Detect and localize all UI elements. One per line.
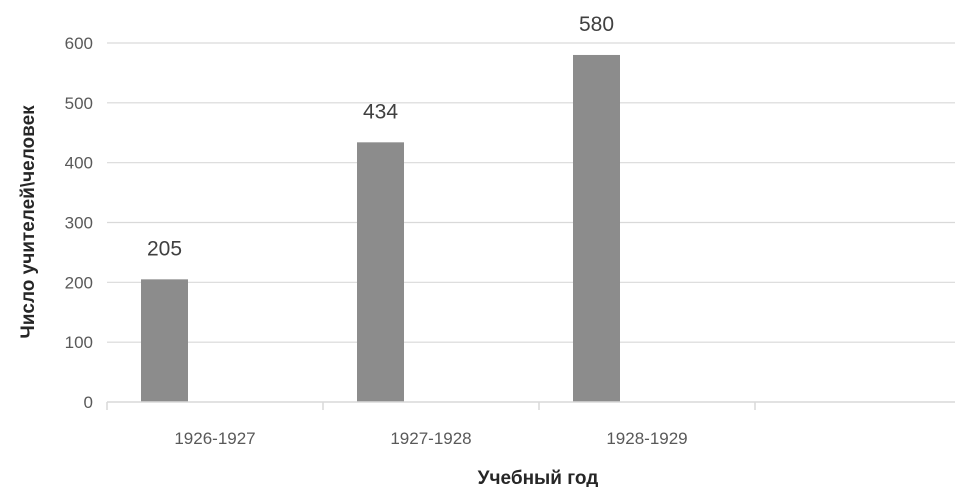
y-tick-label: 0 <box>84 393 93 412</box>
data-label: 205 <box>147 237 182 260</box>
bars <box>141 54 620 402</box>
data-label: 580 <box>579 13 614 36</box>
x-tick-label: 1928-1929 <box>606 429 687 448</box>
data-label: 434 <box>363 100 398 123</box>
y-tick-label: 600 <box>65 34 93 53</box>
y-tick-label: 100 <box>65 333 93 352</box>
y-axis-ticks: 0 100 200 300 400 500 600 <box>65 34 93 412</box>
y-tick-label: 300 <box>65 214 93 233</box>
y-tick-label: 200 <box>65 273 93 292</box>
x-axis <box>106 401 955 410</box>
y-tick-label: 400 <box>65 154 93 173</box>
bar <box>357 142 404 402</box>
x-axis-title: Учебный год <box>478 468 599 487</box>
bar <box>573 54 620 402</box>
y-tick-label: 500 <box>65 94 93 113</box>
data-labels: 205 434 580 <box>147 13 614 260</box>
y-axis-title: Число учителей\человек <box>18 105 39 339</box>
gridlines <box>107 42 955 343</box>
x-axis-ticks: 1926-1927 1927-1928 1928-1929 <box>174 429 687 448</box>
x-tick-label: 1927-1928 <box>390 429 471 448</box>
bar <box>141 279 188 402</box>
x-tick-label: 1926-1927 <box>174 429 255 448</box>
